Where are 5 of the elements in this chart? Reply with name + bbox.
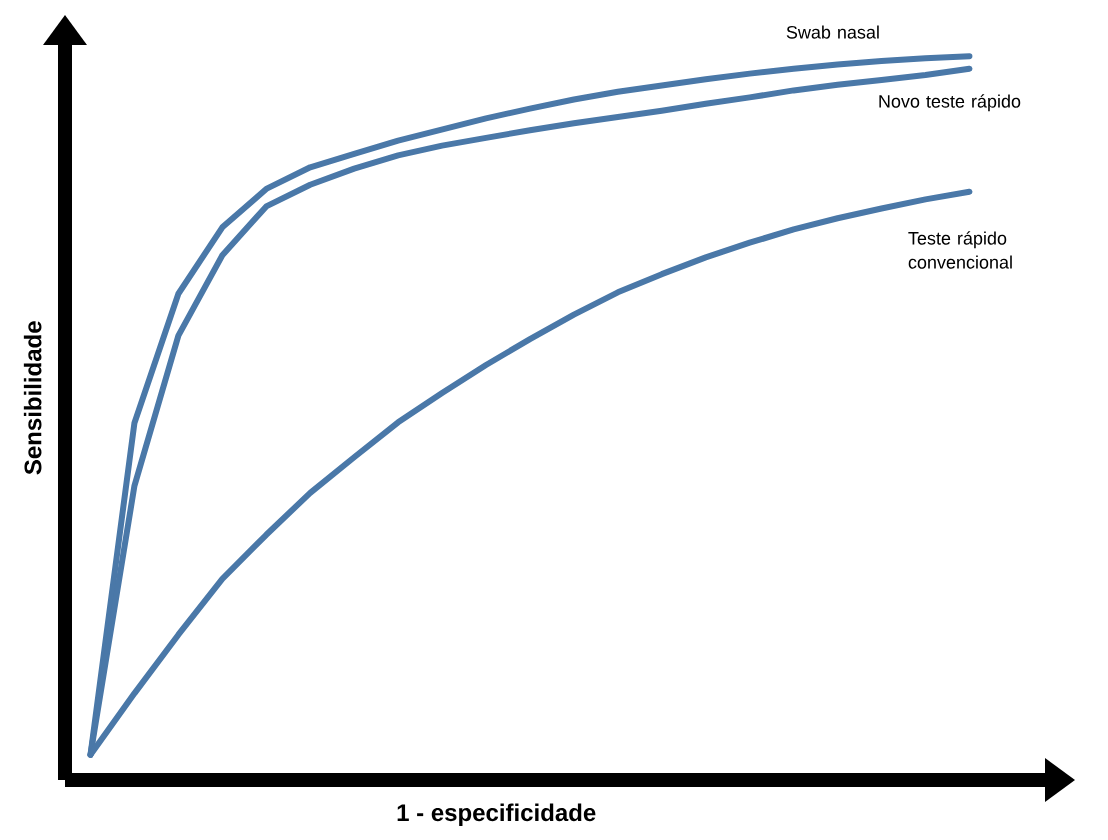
series-label: Teste rápido convencional (908, 231, 1012, 269)
series-label: Novo teste rápido (879, 94, 1021, 112)
x-axis-title: 1 - especificidade (397, 803, 596, 826)
y-axis-title: Sensibilidade (23, 321, 42, 475)
series-label: Swab nasal (786, 25, 879, 39)
